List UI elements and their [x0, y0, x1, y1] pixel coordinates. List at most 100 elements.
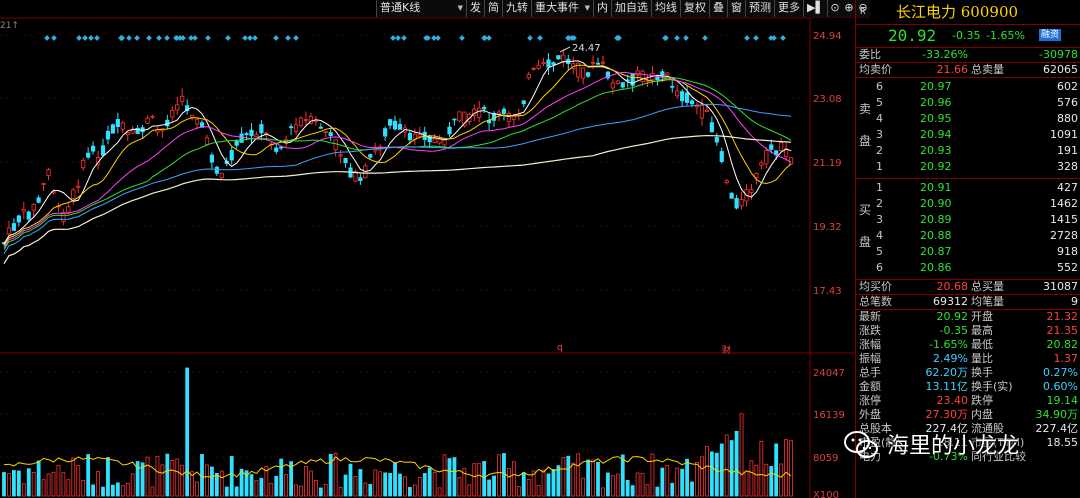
buy-level: 2: [876, 197, 883, 210]
volume-bar: [655, 486, 660, 497]
stat-label: 流通股: [971, 422, 1004, 435]
binoculars-icon[interactable]: ⊙: [830, 1, 840, 14]
sell-price[interactable]: 20.95: [920, 112, 952, 125]
stat-value: 13.11亿: [925, 380, 969, 393]
event-diamond: [51, 35, 57, 41]
toolbar-btn-jian[interactable]: 简: [484, 0, 502, 17]
stat-label: 同行业比较: [971, 450, 1026, 463]
candle: [482, 106, 487, 110]
stat-label: 涨停: [859, 394, 881, 407]
volume-bar: [304, 466, 308, 497]
zoom-in-icon[interactable]: ⊕: [844, 1, 854, 14]
kline-chart[interactable]: 24.94 23.08 21.19 19.32 17.43 24047 16139 8059 X…: [0, 0, 855, 498]
sell-price[interactable]: 20.96: [920, 96, 952, 109]
toolbar-btn-jiuzhuan[interactable]: 九转: [502, 0, 531, 17]
buy-price[interactable]: 20.86: [920, 261, 952, 274]
period-select[interactable]: 普通K线: [376, 0, 466, 17]
event-diamond: [94, 35, 100, 41]
sell-price[interactable]: 20.93: [920, 144, 952, 157]
buy-price[interactable]: 20.91: [920, 181, 952, 194]
volume-bar: [274, 475, 279, 497]
toolbar-btn-nei[interactable]: 内: [593, 0, 611, 17]
buy-volume: 1415: [1050, 213, 1078, 226]
kline-chart-panel[interactable]: 24.94 23.08 21.19 19.32 17.43 24047 16139 8059 X…: [0, 0, 855, 498]
candle: [130, 130, 135, 134]
stat-label: 涨幅: [859, 338, 881, 351]
candle: [531, 67, 536, 70]
volume-bar: [749, 460, 754, 497]
volume-bar: [422, 473, 427, 497]
volume-bar: [135, 461, 140, 497]
volume-bar: [86, 454, 91, 497]
toolbar-btn-add-watchlist[interactable]: 加自选: [611, 0, 651, 17]
volume-ma-line: [3, 456, 792, 479]
toolbar-btn-ma[interactable]: 均线: [651, 0, 680, 17]
buy-price[interactable]: 20.87: [920, 245, 952, 258]
candle: [645, 80, 650, 83]
event-marker-q[interactable]: q: [557, 343, 563, 353]
candle: [185, 105, 190, 112]
stat-value: 27.30万: [925, 408, 969, 421]
volume-bar: [323, 484, 328, 497]
volume-bar: [383, 472, 388, 497]
margin-mark: R: [860, 7, 866, 16]
buy-price[interactable]: 20.90: [920, 197, 952, 210]
volume-bar: [26, 468, 31, 497]
volume-bar: [680, 468, 685, 497]
toolbar-btn-adjust[interactable]: 复权: [680, 0, 709, 17]
volume-bar: [784, 439, 788, 497]
buy-price[interactable]: 20.88: [920, 229, 952, 242]
volume-bar: [7, 473, 11, 497]
sell-price[interactable]: 20.94: [920, 128, 952, 141]
total-sell-label: 总卖量: [971, 63, 1004, 76]
stat-label: 金额: [859, 380, 881, 393]
toolbar-btn-overlay[interactable]: 叠: [709, 0, 727, 17]
sell-level: 4: [876, 112, 883, 125]
volume-bar: [269, 482, 274, 497]
volume-bar: [115, 482, 120, 497]
volume-bar: [91, 484, 95, 497]
event-diamond: [527, 35, 533, 41]
candle: [586, 72, 591, 77]
event-diamond: [569, 35, 575, 41]
volume-bar: [279, 458, 284, 497]
candle: [457, 111, 462, 122]
volume-bar: [318, 487, 323, 497]
volume-bar: [111, 484, 115, 497]
volume-bar: [308, 470, 313, 497]
stat-value: 227.4亿: [925, 422, 969, 435]
toolbar-btn-fa[interactable]: 发: [466, 0, 484, 17]
toolbar-btn-forecast[interactable]: 预测: [745, 0, 774, 17]
candle: [189, 114, 195, 118]
zoom-indicator: 21↑: [0, 21, 19, 31]
toolbar-btn-window[interactable]: 窗: [727, 0, 745, 17]
buy-price[interactable]: 20.89: [920, 213, 952, 226]
chart-toolbar: 普通K线 发 简 九转 重大事件 内 加自选 均线 复权 叠 窗 预测 更多 ▶…: [376, 0, 870, 18]
candle: [254, 134, 259, 138]
volume-bar: [571, 462, 576, 497]
candle: [214, 166, 219, 174]
sell-volume: 191: [1057, 144, 1078, 157]
toolbar-btn-major-events[interactable]: 重大事件: [531, 0, 593, 17]
watermark: 海里的小龙龙: [842, 425, 1072, 465]
volume-bar: [284, 474, 289, 497]
volume-bar: [130, 473, 135, 497]
sell-price[interactable]: 20.92: [920, 160, 952, 173]
price-axis-label: 17.43: [813, 286, 842, 297]
deals-value: 69312: [933, 295, 968, 308]
volume-bar: [576, 453, 581, 497]
event-marker-report[interactable]: 财: [722, 346, 732, 356]
event-diamond: [225, 35, 231, 41]
price-axis-label: 24.94: [813, 31, 842, 42]
candle: [16, 215, 21, 223]
toolbar-btn-more[interactable]: 更多: [774, 0, 803, 17]
candle: [536, 64, 541, 69]
stock-title[interactable]: 长江电力 600900: [896, 3, 1019, 21]
volume-bar: [175, 458, 180, 497]
volume-bar: [343, 474, 348, 497]
sell-price[interactable]: 20.97: [920, 80, 952, 93]
zoom-out-icon[interactable]: ⊖: [858, 1, 868, 14]
volume-bar: [497, 454, 501, 497]
toolbar-pin-icon[interactable]: ▶▌: [803, 0, 827, 17]
event-diamond: [247, 35, 253, 41]
